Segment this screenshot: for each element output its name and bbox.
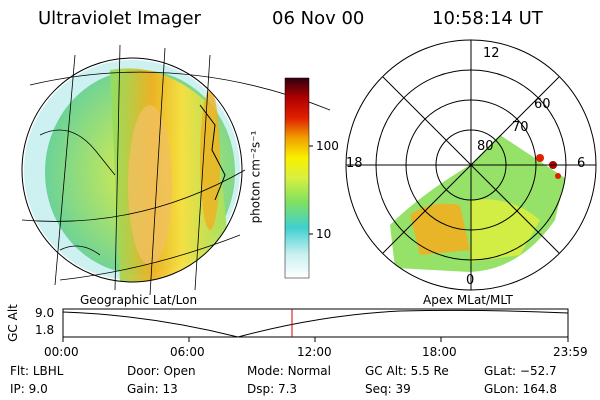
status-mode: Mode: Normal xyxy=(247,364,331,378)
colorbar-unit-label: photon cm⁻²s⁻¹ xyxy=(248,130,263,224)
status-gc-alt: GC Alt: 5.5 Re xyxy=(365,364,449,378)
date-label: 06 Nov 00 xyxy=(272,8,365,29)
apex-label: Apex MLat/MLT xyxy=(423,293,513,307)
colorbar xyxy=(284,77,310,279)
time-label: 10:58:14 UT xyxy=(432,8,543,29)
xtick-1800: 18:00 xyxy=(422,345,457,359)
lat-label-60: 60 xyxy=(534,97,551,112)
altitude-ytick-high: 9.0 xyxy=(35,306,55,320)
status-glon: GLon: 164.8 xyxy=(484,382,557,396)
status-seq: Seq: 39 xyxy=(365,382,411,396)
mlt-label-0: 0 xyxy=(466,273,475,288)
status-dsp: Dsp: 7.3 xyxy=(247,382,298,396)
earth-limb xyxy=(21,57,243,283)
altitude-curve xyxy=(62,309,569,338)
status-flt: Flt: LBHL xyxy=(10,364,64,378)
mlt-label-6: 6 xyxy=(577,156,586,171)
xtick-0600: 06:00 xyxy=(170,345,205,359)
polar-grid xyxy=(345,39,597,291)
xtick-1200: 12:00 xyxy=(297,345,332,359)
altitude-plot-frame xyxy=(62,308,569,338)
altitude-ylabel: GC Alt xyxy=(5,304,20,342)
polar-auroral-image xyxy=(390,135,565,272)
instrument-title: Ultraviolet Imager xyxy=(38,8,201,29)
altitude-ytick-low: 1.8 xyxy=(35,323,55,337)
geographic-grid xyxy=(21,44,331,296)
lat-label-80: 80 xyxy=(477,139,494,154)
status-glat: GLat: −52.7 xyxy=(484,364,557,378)
mlt-label-18: 18 xyxy=(346,156,363,171)
lat-label-70: 70 xyxy=(512,120,529,135)
mlt-label-12: 12 xyxy=(483,46,500,61)
left-earth-image xyxy=(22,58,242,282)
colorbar-tick-100: 100 xyxy=(316,139,339,153)
status-ip: IP: 9.0 xyxy=(10,382,48,396)
colorbar-tick-10: 10 xyxy=(316,227,332,241)
xtick-0000: 00:00 xyxy=(44,345,79,359)
geographic-label: Geographic Lat/Lon xyxy=(80,293,198,307)
altitude-ticks xyxy=(62,337,569,342)
xtick-2359: 23:59 xyxy=(553,345,588,359)
status-gain: Gain: 13 xyxy=(127,382,178,396)
status-door: Door: Open xyxy=(127,364,196,378)
